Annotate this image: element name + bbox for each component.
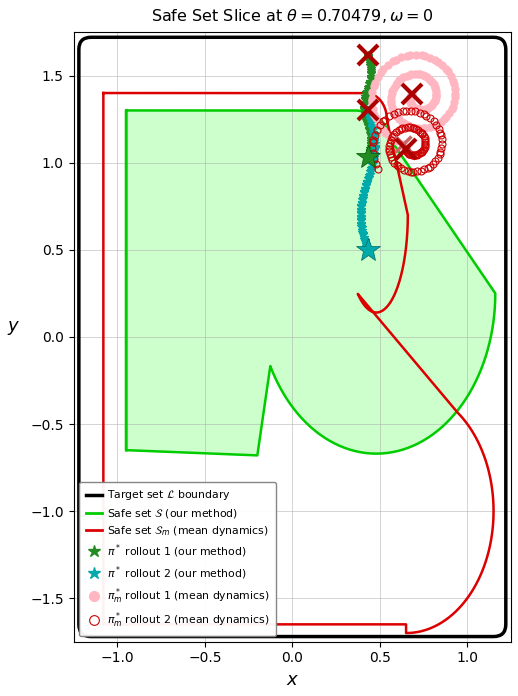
X-axis label: $x$: $x$ <box>286 671 299 689</box>
Y-axis label: $y$: $y$ <box>7 319 20 337</box>
Title: Safe Set Slice at $\theta = 0.70479, \omega = 0$: Safe Set Slice at $\theta = 0.70479, \om… <box>151 7 434 25</box>
Legend: Target set $\mathcal{L}$ boundary, Safe set $\mathcal{S}$ (our method), Safe set: Target set $\mathcal{L}$ boundary, Safe … <box>79 482 276 636</box>
Polygon shape <box>126 111 495 455</box>
